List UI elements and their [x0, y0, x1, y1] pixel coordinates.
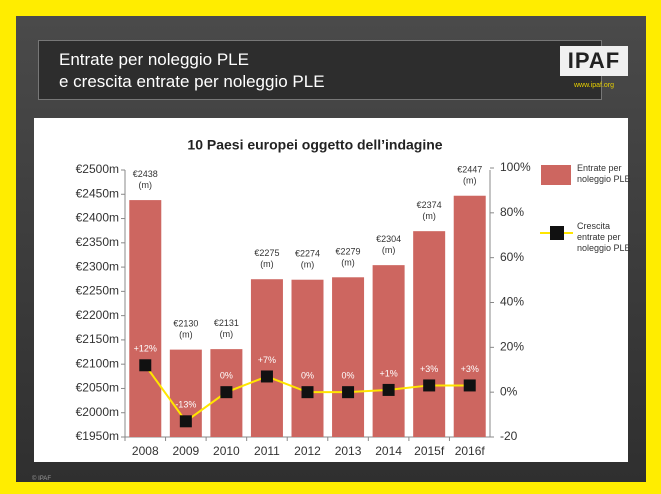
bar	[413, 231, 446, 437]
x-tick-label: 2015f	[414, 444, 445, 458]
y-tick-label: €2300m	[76, 259, 119, 273]
bar-value-label: €2374 (m)	[417, 201, 442, 222]
y2-tick-label: 40%	[500, 295, 524, 309]
growth-marker	[463, 379, 476, 392]
growth-value-label: -13%	[175, 400, 196, 410]
growth-value-label: +1%	[379, 368, 397, 378]
growth-marker	[301, 386, 314, 399]
x-tick-label: 2011	[254, 444, 280, 458]
y-tick-label: €2000m	[76, 405, 119, 419]
growth-value-label: +3%	[420, 364, 438, 374]
growth-marker	[139, 359, 152, 372]
bar-value-label: €2275 (m)	[254, 249, 279, 270]
y-tick-label: €1950m	[76, 429, 119, 443]
y2-tick-label: 80%	[500, 205, 524, 219]
growth-marker	[179, 415, 192, 428]
growth-marker	[260, 370, 273, 383]
y-tick-label: €2500m	[76, 162, 119, 176]
growth-value-label: 0%	[342, 371, 355, 381]
y2-tick-label: 100%	[500, 160, 531, 174]
growth-marker	[342, 386, 355, 399]
y-tick-label: €2350m	[76, 235, 119, 249]
growth-value-label: +7%	[258, 355, 276, 365]
bar	[250, 279, 283, 437]
y2-tick-label: -20	[500, 429, 518, 443]
bar	[453, 195, 486, 437]
legend-marker	[550, 226, 564, 240]
growth-marker	[220, 386, 233, 399]
bar-value-label: €2279 (m)	[336, 247, 361, 268]
legend-label: Entrate per noleggio PLE	[577, 163, 631, 184]
logo-text: IPAF	[560, 46, 628, 76]
bar-value-label: €2130 (m)	[173, 319, 198, 340]
bar-value-label: €2447 (m)	[457, 165, 482, 186]
y-tick-label: €2100m	[76, 356, 119, 370]
x-tick-label: 2014	[375, 444, 402, 458]
y-tick-label: €2200m	[76, 308, 119, 322]
slide-title: e crescita entrate per noleggio PLE	[59, 72, 325, 91]
y-tick-label: €2050m	[76, 381, 119, 395]
growth-value-label: +12%	[134, 344, 157, 354]
x-tick-label: 2013	[335, 444, 362, 458]
logo-url: www.ipaf.org	[573, 82, 615, 89]
x-tick-label: 2012	[294, 444, 321, 458]
bar-value-label: €2131 (m)	[214, 319, 239, 340]
y2-tick-label: 60%	[500, 250, 524, 264]
growth-value-label: 0%	[301, 371, 314, 381]
bar	[291, 279, 324, 437]
footer: © IPAF	[32, 476, 51, 482]
x-tick-label: 2009	[172, 444, 199, 458]
growth-value-label: +3%	[461, 364, 479, 374]
y-tick-label: €2450m	[76, 186, 119, 200]
bar-value-label: €2438 (m)	[133, 169, 158, 190]
y2-tick-label: 0%	[500, 384, 518, 398]
slide-title: Entrate per noleggio PLE	[59, 50, 249, 69]
y-tick-label: €2250m	[76, 284, 119, 298]
growth-marker	[423, 379, 436, 392]
bar-value-label: €2274 (m)	[295, 249, 320, 270]
growth-marker	[382, 383, 395, 396]
bar	[129, 200, 162, 437]
bar-value-label: €2304 (m)	[376, 235, 401, 256]
title-box: Entrate per noleggio PLE e crescita entr…	[38, 40, 602, 100]
logo: IPAF www.ipaf.org	[560, 46, 628, 96]
bar	[332, 277, 365, 437]
growth-value-label: 0%	[220, 371, 233, 381]
x-tick-label: 2010	[213, 444, 240, 458]
y-tick-label: €2400m	[76, 211, 119, 225]
x-tick-label: 2016f	[455, 444, 486, 458]
legend-swatch	[541, 165, 571, 185]
x-tick-label: 2008	[132, 444, 159, 458]
legend-label: Crescita entrate per noleggio PLE	[577, 221, 631, 253]
chart-title: 10 Paesi europei oggetto dell’indagine	[187, 137, 442, 153]
y2-tick-label: 20%	[500, 340, 524, 354]
bar	[372, 265, 405, 437]
y-tick-label: €2150m	[76, 332, 119, 346]
